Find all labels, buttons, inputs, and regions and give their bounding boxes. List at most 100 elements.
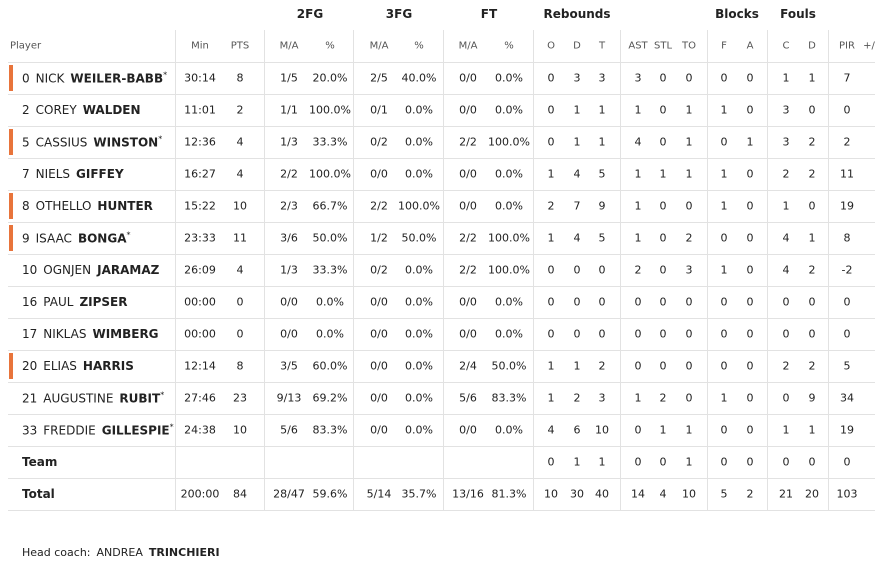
stat-cell: 1 — [547, 167, 555, 181]
player-last-name: HARRIS — [82, 359, 134, 373]
player-first-name: NICK — [35, 71, 65, 86]
column-header: M/A — [458, 40, 478, 52]
stat-cell: 2 — [598, 359, 606, 373]
player-last-name: WINSTON — [93, 135, 159, 150]
stat-cell: 0 — [720, 327, 728, 341]
column-header: Min — [191, 40, 209, 52]
stat-cell: 0 — [843, 103, 851, 117]
stat-cell: 35.7% — [401, 487, 437, 501]
stat-cell: 4 — [573, 167, 581, 181]
column-header: D — [808, 40, 816, 52]
player-last-name: ZIPSER — [79, 295, 128, 309]
column-header: M/A — [279, 40, 299, 52]
coach-last: TRINCHIERI — [148, 546, 220, 559]
stat-cell: 0 — [685, 359, 693, 373]
stat-cell: 1/3 — [280, 263, 298, 277]
player-last-name: HUNTER — [97, 199, 153, 213]
group-header: Blocks — [715, 7, 759, 21]
head-coach: Head coach: ANDREA TRINCHIERI — [22, 546, 220, 559]
stat-cell: 0 — [720, 231, 728, 245]
stat-cell: 26:09 — [184, 263, 216, 277]
stat-cell: 30:14 — [184, 71, 216, 85]
stat-cell: 2/5 — [370, 71, 388, 85]
row-divider — [8, 158, 875, 159]
row-divider — [8, 414, 875, 415]
stat-cell: 0/0 — [459, 327, 477, 341]
stat-cell: 4 — [547, 423, 555, 437]
stat-cell: 1 — [720, 199, 728, 213]
stat-cell: 1/2 — [370, 231, 388, 245]
player-first-name: CASSIUS — [35, 135, 88, 150]
stat-cell: 2 — [547, 199, 555, 213]
stat-cell: 8 — [236, 359, 244, 373]
player-name: 21 AUGUSTINE RUBIT* — [22, 391, 164, 406]
column-header: Player — [10, 40, 42, 52]
player-number: 16 — [22, 295, 38, 309]
stat-cell: 0 — [746, 71, 754, 85]
stat-cell: 0 — [634, 423, 642, 437]
stat-cell: 0 — [843, 295, 851, 309]
row-divider — [8, 62, 875, 63]
stat-cell: 19 — [840, 199, 854, 213]
player-first-name: OTHELLO — [35, 199, 92, 213]
starter-marker: * — [158, 134, 163, 144]
stat-cell: 0.0% — [405, 103, 433, 117]
column-header: PTS — [230, 40, 250, 52]
stat-cell: 13/16 — [452, 487, 484, 501]
column-header: TO — [682, 40, 696, 52]
column-divider — [707, 30, 708, 510]
stat-cell: 2 — [808, 263, 816, 277]
starter-marker: * — [160, 390, 165, 400]
stat-cell: 5/14 — [366, 487, 392, 501]
stat-cell: 5 — [598, 167, 606, 181]
stat-cell: 0/2 — [370, 263, 388, 277]
stat-cell: 0 — [547, 103, 555, 117]
stat-cell: 0/0 — [459, 199, 477, 213]
starter-marker: * — [163, 70, 168, 80]
stat-cell: 0 — [659, 263, 667, 277]
player-number: 5 — [22, 135, 30, 150]
stat-cell: 100.0% — [488, 231, 530, 245]
stat-cell: 0/0 — [370, 423, 388, 437]
stat-cell: 0 — [598, 295, 606, 309]
stat-cell: 60.0% — [312, 359, 348, 373]
column-header: % — [414, 40, 424, 52]
stat-cell: 81.3% — [491, 487, 527, 501]
stat-cell: 59.6% — [312, 487, 348, 501]
column-header: AST — [628, 40, 648, 52]
stat-cell: 0 — [746, 103, 754, 117]
stat-cell: 6 — [573, 423, 581, 437]
stat-cell: 2 — [782, 359, 790, 373]
stat-cell: 21 — [779, 487, 793, 501]
stat-cell: 1 — [720, 167, 728, 181]
stat-cell: 00:00 — [184, 327, 216, 341]
stat-cell: 33.3% — [312, 263, 348, 277]
stat-cell: 2/2 — [370, 199, 388, 213]
row-highlight — [9, 225, 13, 251]
column-header: C — [782, 40, 790, 52]
stat-cell: 0 — [808, 295, 816, 309]
stat-cell: 0/2 — [370, 135, 388, 149]
stat-cell: 0 — [573, 263, 581, 277]
stat-cell: 0 — [547, 295, 555, 309]
row-label: Team — [22, 455, 58, 469]
stat-cell: 3 — [598, 391, 606, 405]
column-header: +/ — [863, 40, 875, 52]
stat-cell: 0 — [547, 71, 555, 85]
stat-cell: 0.0% — [495, 167, 523, 181]
stat-cell: 100.0% — [309, 103, 351, 117]
stat-cell: 0.0% — [495, 423, 523, 437]
stat-cell: 100.0% — [398, 199, 440, 213]
column-header: T — [598, 40, 606, 52]
player-first-name: FREDDIE — [43, 423, 96, 438]
player-name: 0 NICK WEILER-BABB* — [22, 71, 167, 86]
row-label: Total — [22, 487, 55, 501]
stat-cell: 0 — [843, 327, 851, 341]
stat-cell: 0 — [634, 455, 642, 469]
stat-cell: 1 — [659, 423, 667, 437]
stat-cell: 0 — [573, 295, 581, 309]
stat-cell: 0 — [598, 263, 606, 277]
stat-cell: 0 — [685, 327, 693, 341]
stat-cell: 11 — [840, 167, 854, 181]
stat-cell: 1/3 — [280, 135, 298, 149]
